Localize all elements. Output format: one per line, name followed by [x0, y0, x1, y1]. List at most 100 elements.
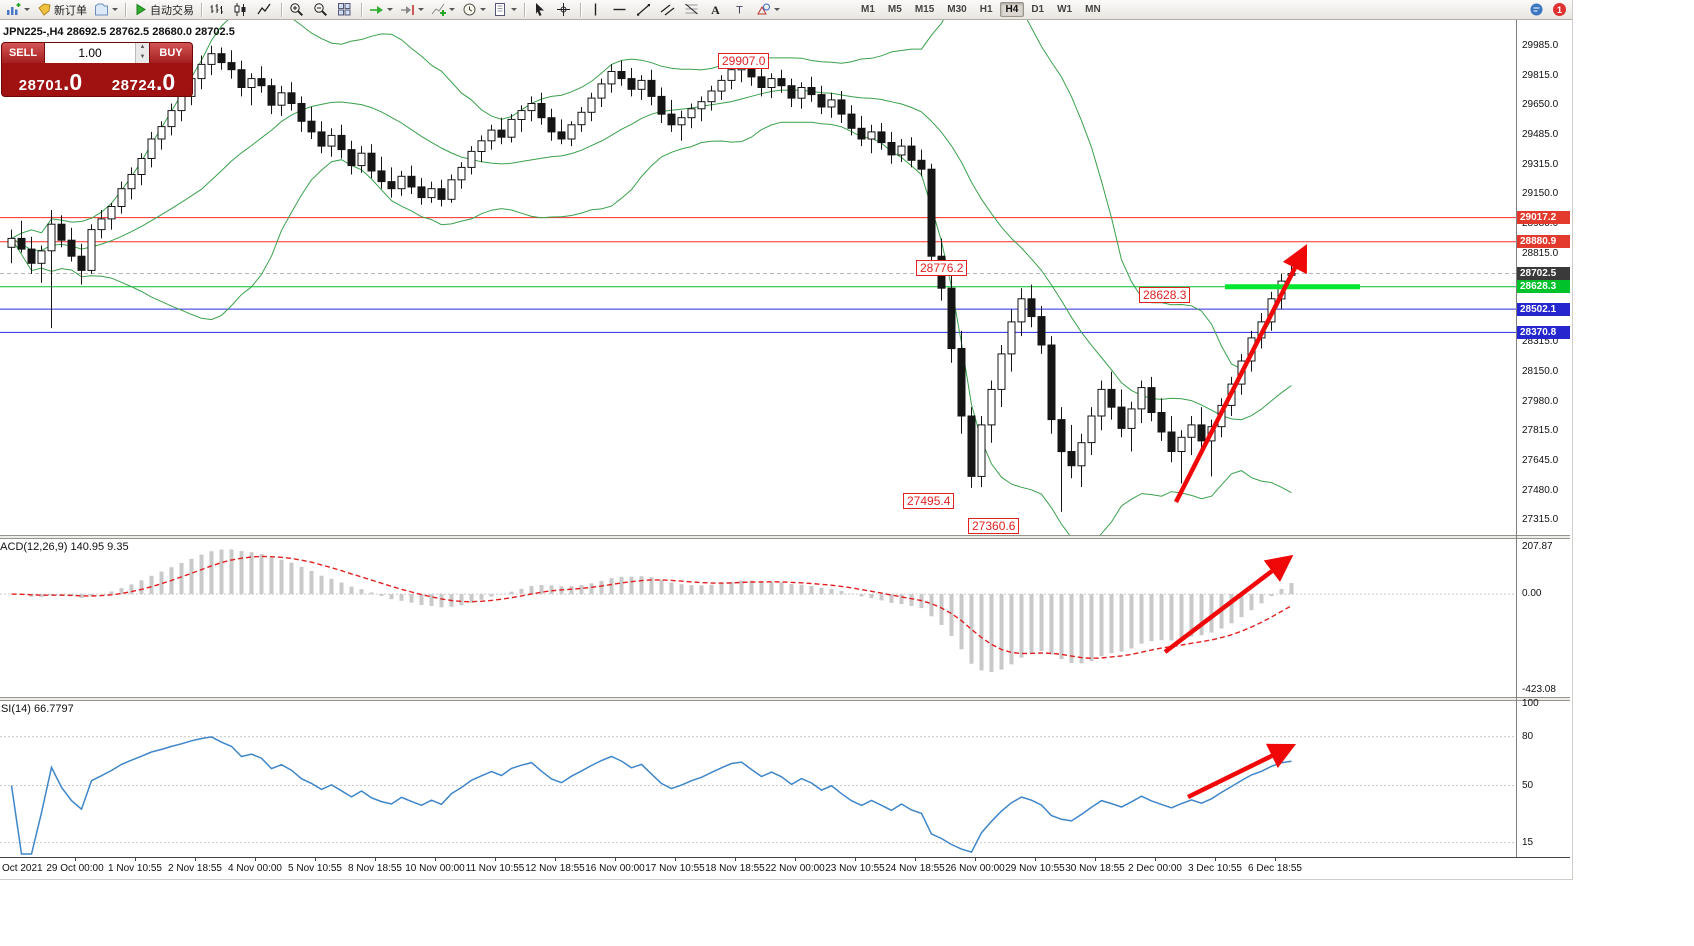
price-annotation-label[interactable]: 28628.3 — [1139, 287, 1191, 303]
zoom-in-button[interactable] — [286, 0, 309, 19]
text-icon: A — [708, 2, 723, 17]
autoscroll-icon — [369, 2, 384, 17]
price-tag-29017.2: 29017.2 — [1517, 211, 1570, 225]
timeframe-m30[interactable]: M30 — [947, 4, 967, 15]
sell-price[interactable]: 28701.0 — [18, 69, 83, 95]
time-axis[interactable]: Oct 2021 29 Oct 00:00 1 Nov 10:55 2 Nov 18:… — [0, 857, 1570, 879]
rsi-line — [10, 736, 1292, 855]
time-axis-label: 4 Nov 00:00 — [228, 863, 282, 874]
price-annotation-label[interactable]: 27495.4 — [903, 493, 955, 509]
cursor-tool-button[interactable] — [529, 0, 552, 19]
axis-tick — [735, 858, 736, 861]
macd-indicator-window[interactable] — [0, 539, 1516, 697]
price-scale-label: 28315.0 — [1522, 336, 1559, 348]
fibonacci-tool-button[interactable] — [681, 0, 704, 19]
one-click-trading-panel: SELL 1.00 ▲ ▼ BUY 28701.0 28724.0 — [1, 42, 193, 97]
toolbar-separator — [125, 2, 126, 17]
lot-increase-button[interactable]: ▲ — [139, 44, 146, 50]
vertical-line-tool-button[interactable] — [585, 0, 608, 19]
dropdown-caret-icon — [774, 8, 780, 11]
time-axis-label: 2 Dec 00:00 — [1128, 863, 1182, 874]
price-scale-label: 27815.0 — [1522, 425, 1559, 437]
axis-tick — [855, 858, 856, 861]
sell-button[interactable]: SELL — [2, 43, 45, 63]
timeframe-mn[interactable]: MN — [1085, 4, 1101, 15]
autotrading-button[interactable]: 自动交易 — [130, 0, 197, 19]
order-tag-icon — [37, 2, 52, 17]
time-axis-label: 22 Nov 00:00 — [765, 863, 825, 874]
timeframe-w1[interactable]: W1 — [1057, 4, 1073, 15]
line-chart-button[interactable] — [254, 0, 277, 19]
price-scale[interactable]: 29985.0 29815.0 29650.0 29485.0 29315.0 29150… — [1516, 20, 1571, 857]
window-splitter[interactable] — [0, 535, 1570, 539]
time-axis-label: 2 Nov 18:55 — [168, 863, 222, 874]
chart-shift-button[interactable] — [397, 0, 427, 19]
bars-icon — [209, 2, 224, 17]
time-axis-label: 23 Nov 10:55 — [825, 863, 885, 874]
lot-size-field[interactable]: 1.00 ▲ ▼ — [45, 43, 149, 63]
timeframe-h1[interactable]: H1 — [979, 4, 993, 15]
indicators-list-button[interactable] — [428, 0, 458, 19]
rsi-indicator-window[interactable] — [0, 701, 1516, 857]
chart-plus-icon — [6, 2, 21, 17]
channel-tool-button[interactable] — [657, 0, 680, 19]
axis-tick — [975, 858, 976, 861]
trend-arrow[interactable] — [1163, 554, 1294, 654]
crosshair-tool-button[interactable] — [553, 0, 576, 19]
timeframe-m1[interactable]: M1 — [861, 4, 875, 15]
rsi-scale-label: 80 — [1522, 730, 1534, 742]
zoom-out-button[interactable] — [310, 0, 333, 19]
price-tag-28880.9: 28880.9 — [1517, 235, 1570, 249]
trend-arrow[interactable] — [1187, 743, 1297, 800]
tile-windows-button[interactable] — [334, 0, 357, 19]
new-chart-button[interactable] — [3, 0, 33, 19]
clock-icon — [462, 2, 477, 17]
time-axis-label: 26 Nov 00:00 — [945, 863, 1005, 874]
trendline-tool-button[interactable] — [633, 0, 656, 19]
label-tool-button[interactable]: T — [729, 0, 752, 19]
timeframe-m5[interactable]: M5 — [887, 4, 902, 15]
buy-button[interactable]: BUY — [149, 43, 192, 63]
lot-decrease-button[interactable]: ▼ — [139, 54, 146, 60]
timeframe-m15[interactable]: M15 — [914, 4, 935, 15]
timeframe-d1[interactable]: D1 — [1031, 4, 1045, 15]
lot-value[interactable]: 1.00 — [78, 46, 102, 60]
macd-scale-label: -423.08 — [1522, 684, 1556, 695]
main-price-chart[interactable] — [0, 20, 1516, 535]
price-annotation-label[interactable]: 29907.0 — [718, 53, 770, 69]
dropdown-caret-icon — [449, 8, 455, 11]
timeframe-h4[interactable]: H4 — [999, 2, 1025, 17]
profiles-button[interactable] — [91, 0, 121, 19]
price-scale-label: 29150.0 — [1522, 188, 1559, 199]
window-splitter[interactable] — [0, 697, 1570, 701]
candlestick-chart-button[interactable] — [230, 0, 253, 19]
trend-arrow[interactable] — [1173, 243, 1308, 504]
periods-button[interactable] — [459, 0, 489, 19]
price-annotation-label[interactable]: 27360.6 — [968, 518, 1020, 534]
profiles-icon — [94, 2, 109, 17]
text-tool-button[interactable]: A — [705, 0, 728, 19]
fibo-icon — [684, 2, 699, 17]
axis-tick — [1215, 858, 1216, 861]
macd-histogram — [19, 549, 1294, 672]
shapes-tool-button[interactable] — [753, 0, 783, 19]
axis-tick — [615, 858, 616, 861]
button-label: 新订单 — [54, 4, 87, 17]
buy-price[interactable]: 28724.0 — [111, 69, 176, 95]
auto-scroll-button[interactable] — [366, 0, 396, 19]
new-order-button[interactable]: 新订单 — [34, 0, 90, 19]
notification-badge[interactable]: 1 — [1553, 3, 1566, 16]
macd-signal-line — [11, 555, 1292, 660]
chart-window[interactable]: JPN225-,H4 28692.5 28762.5 28680.0 28702… — [0, 20, 1571, 879]
toolbar-separator — [201, 2, 202, 17]
price-scale-label: 29650.0 — [1522, 99, 1559, 111]
bollinger-bands — [11, 20, 1292, 535]
rsi-scale-label: 100 — [1522, 698, 1539, 709]
time-axis-label: 1 Nov 10:55 — [108, 863, 162, 874]
horizontal-line-tool-button[interactable] — [609, 0, 632, 19]
community-button[interactable] — [1526, 0, 1549, 19]
bar-chart-button[interactable] — [206, 0, 229, 19]
price-annotation-label[interactable]: 28776.2 — [916, 260, 968, 276]
axis-tick — [795, 858, 796, 861]
templates-button[interactable] — [490, 0, 520, 19]
